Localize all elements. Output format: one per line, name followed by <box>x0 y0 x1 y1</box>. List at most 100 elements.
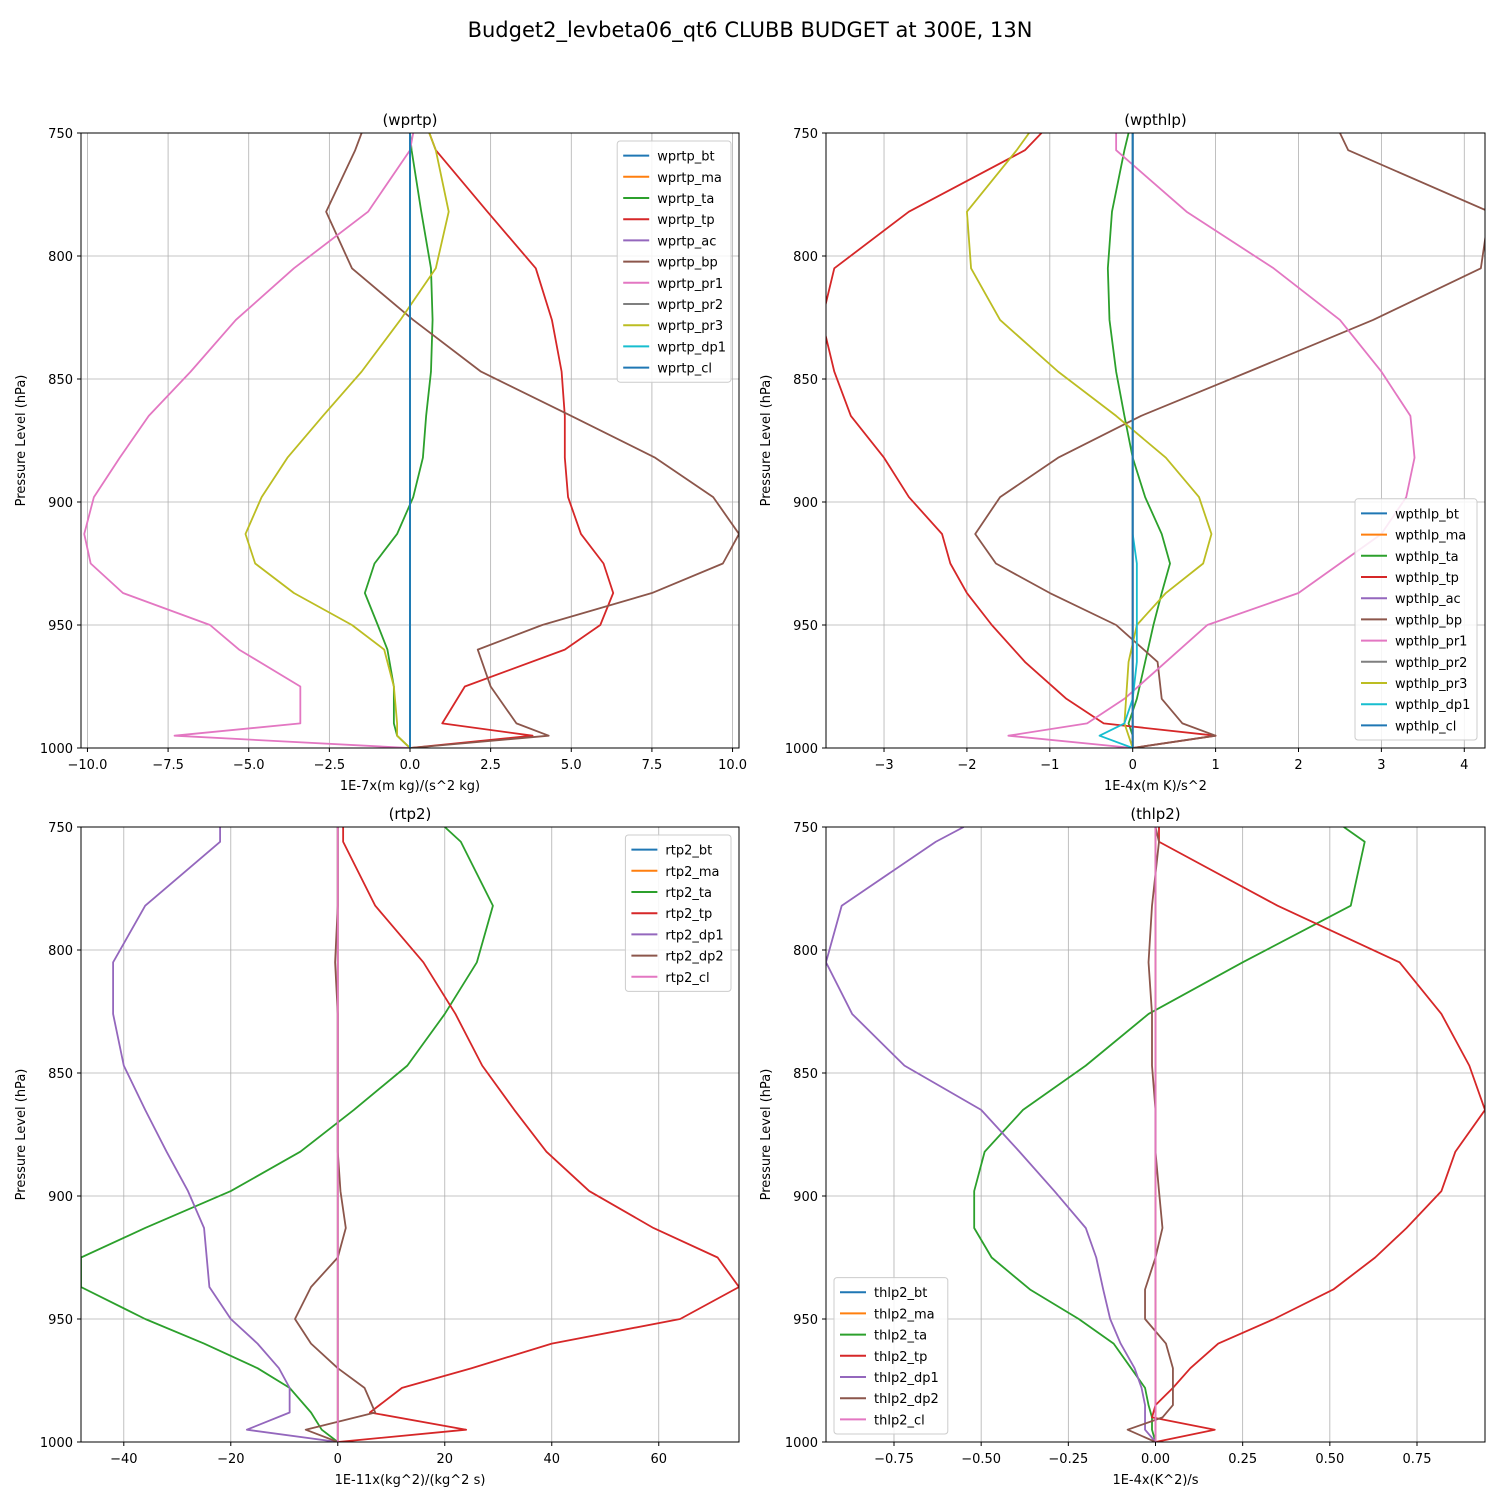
y-tick-label: 750 <box>793 127 818 142</box>
subplot-wprtp: −10.0 −7.5 −5.0 −2.5 0.0 2.5 5.0 7.5 10.0 750 800 8… <box>14 111 747 794</box>
y-tick-label: 800 <box>793 944 818 959</box>
y-tick-label: 1000 <box>40 742 73 757</box>
x-tick-label: 20 <box>436 1452 453 1467</box>
legend-item-wpthlp-cl: wpthlp_cl <box>1361 719 1456 734</box>
legend-item-thlp2-ta: thlp2_ta <box>840 1329 927 1344</box>
x-tick-label: 0.25 <box>1228 1452 1257 1467</box>
y-tick-label: 1000 <box>40 1436 73 1451</box>
y-tick-label: 850 <box>48 373 73 388</box>
legend-label: wpthlp_pr3 <box>1395 677 1467 692</box>
legend-item-rtp2-ta: rtp2_ta <box>631 886 712 901</box>
legend-item-wprtp-ma: wprtp_ma <box>623 171 722 186</box>
legend-label: wprtp_pr1 <box>657 277 723 292</box>
legend-item-wprtp-bt: wprtp_bt <box>623 150 715 165</box>
legend-item-rtp2-dp1: rtp2_dp1 <box>631 928 724 943</box>
x-tick-label: −7.5 <box>152 758 184 773</box>
legend-label: wprtp_ma <box>657 171 722 186</box>
series-line-wprtp-pr1 <box>83 133 415 748</box>
legend-label: wpthlp_ma <box>1395 529 1466 544</box>
legend-item-thlp2-dp1: thlp2_dp1 <box>840 1371 939 1386</box>
axes-frame <box>80 826 740 1443</box>
legend-label: wprtp_tp <box>657 213 714 228</box>
legend-item-wpthlp-ac: wpthlp_ac <box>1361 592 1461 607</box>
series-line-wpthlp-bp <box>974 133 1485 748</box>
x-tick-label: −5.0 <box>233 758 265 773</box>
legend-item-rtp2-tp: rtp2_tp <box>631 907 712 922</box>
legend-box <box>624 834 732 992</box>
legend-item-wpthlp-ma: wpthlp_ma <box>1361 529 1466 544</box>
y-tick-label: 750 <box>793 821 818 836</box>
series-line-wpthlp-pr3 <box>966 133 1213 748</box>
series-group <box>81 827 739 1442</box>
x-tick-label: −2 <box>957 758 976 773</box>
subplot-title: (thlp2) <box>1130 805 1180 823</box>
x-tick-label: −0.75 <box>874 1452 914 1467</box>
x-axis-label: 1E-7x(m kg)/(s^2 kg) <box>340 779 480 794</box>
x-tick-label: −3 <box>874 758 893 773</box>
subplot-grid: −10.0 −7.5 −5.0 −2.5 0.0 2.5 5.0 7.5 10.0 750 800 8… <box>14 111 1486 1488</box>
y-tick-label: 1000 <box>785 1436 818 1451</box>
legend-item-rtp2-cl: rtp2_cl <box>631 971 710 986</box>
y-tick-label: 1000 <box>785 742 818 757</box>
subplot-title: (wpthlp) <box>1124 111 1187 129</box>
legend-label: thlp2_dp2 <box>874 1392 939 1407</box>
y-tick-label: 950 <box>793 1313 818 1328</box>
legend-item-wprtp-pr3: wprtp_pr3 <box>623 319 723 334</box>
legend-item-wpthlp-pr2: wpthlp_pr2 <box>1361 656 1467 671</box>
legend-item-thlp2-dp2: thlp2_dp2 <box>840 1392 939 1407</box>
legend-item-wpthlp-pr1: wpthlp_pr1 <box>1361 635 1467 650</box>
subplot-title: (rtp2) <box>389 805 432 823</box>
legend-label: rtp2_bt <box>665 844 712 859</box>
legend-item-rtp2-bt: rtp2_bt <box>631 844 712 859</box>
x-tick-label: 0.0 <box>400 758 421 773</box>
legend-item-wpthlp-bt: wpthlp_bt <box>1361 507 1459 522</box>
legend-label: thlp2_bt <box>874 1286 927 1301</box>
y-axis-label: Pressure Level (hPa) <box>759 1069 774 1201</box>
legend-label: wprtp_ta <box>657 192 714 207</box>
series-line-rtp2-dp1 <box>112 827 338 1442</box>
x-tick-label: −2.5 <box>314 758 346 773</box>
x-tick-label: 4 <box>1460 758 1468 773</box>
legend-label: rtp2_cl <box>665 971 709 986</box>
legend-label: rtp2_dp2 <box>665 950 723 965</box>
series-group <box>826 827 1485 1442</box>
y-axis-label: Pressure Level (hPa) <box>14 1069 29 1201</box>
legend-label: wprtp_bp <box>657 256 718 271</box>
y-tick-label: 750 <box>48 821 73 836</box>
legend-label: wpthlp_bp <box>1395 613 1462 628</box>
subplot-title: (wprtp) <box>382 111 437 129</box>
x-tick-label: 5.0 <box>561 758 582 773</box>
legend-label: rtp2_tp <box>665 907 712 922</box>
legend-item-rtp2-dp2: rtp2_dp2 <box>631 950 724 965</box>
x-tick-label: 2 <box>1294 758 1302 773</box>
legend-label: wpthlp_dp1 <box>1395 698 1470 713</box>
x-tick-label: −20 <box>217 1452 244 1467</box>
series-line-wprtp-tp <box>409 133 615 748</box>
subplot-wpthlp: −3 −2 −1 0 1 2 3 4 750 800 850 900 950 1000 (wpthlp) 1E… <box>759 111 1486 794</box>
legend-item-wprtp-pr1: wprtp_pr1 <box>623 277 723 292</box>
legend-box <box>833 1277 949 1435</box>
x-axis-label: 1E-4x(K^2)/s <box>1112 1473 1198 1488</box>
x-tick-label: 60 <box>650 1452 667 1467</box>
x-tick-label: −40 <box>110 1452 137 1467</box>
subplot-thlp2: −0.75 −0.50 −0.25 0.00 0.25 0.50 0.75 750 800 850… <box>759 805 1486 1488</box>
y-tick-label: 850 <box>793 373 818 388</box>
y-tick-label: 850 <box>793 1067 818 1082</box>
series-line-wprtp-pr3 <box>244 133 450 748</box>
legend-label: wpthlp_ac <box>1395 592 1461 607</box>
series-line-thlp2-ta <box>973 827 1366 1442</box>
legend-label: wprtp_cl <box>657 362 712 377</box>
y-tick-label: 800 <box>48 944 73 959</box>
series-line-rtp2-dp2 <box>294 827 377 1442</box>
legend-label: rtp2_ma <box>665 865 719 880</box>
legend-item-wpthlp-tp: wpthlp_tp <box>1361 571 1459 586</box>
legend-label: wprtp_pr2 <box>657 298 723 313</box>
legend-item-wprtp-cl: wprtp_cl <box>623 362 712 377</box>
legend-item-wprtp-ta: wprtp_ta <box>623 192 714 207</box>
legend-label: wpthlp_pr1 <box>1395 635 1467 650</box>
series-line-thlp2-dp2 <box>1126 827 1174 1442</box>
legend-label: wprtp_ac <box>657 234 716 249</box>
x-tick-label: 0 <box>1129 758 1137 773</box>
legend-label: rtp2_dp1 <box>665 928 723 943</box>
